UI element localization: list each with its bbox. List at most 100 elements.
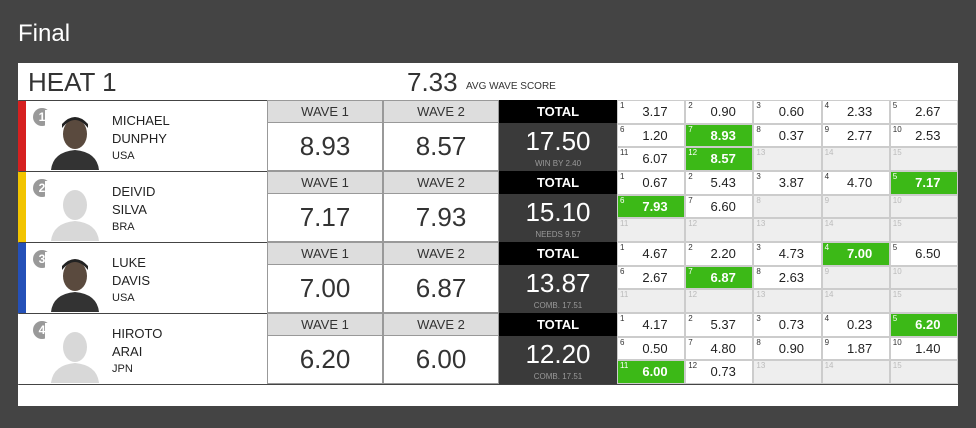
wave-number: 2 — [688, 101, 693, 110]
wave-cell — [685, 336, 754, 361]
total-body — [499, 194, 617, 242]
wave-cell — [821, 194, 890, 219]
wave-cell-score: 2.33 — [846, 104, 873, 119]
wave-cell — [889, 313, 958, 337]
wave-cell-score: 2.67 — [915, 104, 941, 119]
wave-cell-score: 7.17 — [915, 175, 941, 190]
wave-cell-score: 1.20 — [642, 127, 668, 143]
wave-number: 1 — [620, 172, 625, 181]
wave-cell-score: 0.73 — [710, 364, 736, 380]
wave-score: 6.00 — [383, 336, 499, 384]
first-name: LUKE — [112, 255, 146, 270]
wave-number: 2 — [688, 243, 693, 252]
wave-cell-score: 3.17 — [642, 104, 668, 119]
wave-cell-score: 6.50 — [915, 246, 941, 261]
wave-cell-score: 0.60 — [778, 104, 805, 119]
total-note: NEEDS 9.57 — [535, 230, 581, 239]
wave-cell-score: 0.67 — [642, 175, 668, 190]
wave-number: 12 — [688, 219, 698, 229]
wave-cell — [617, 123, 686, 148]
wave-number: 10 — [892, 124, 902, 134]
page-title: Final — [18, 20, 71, 47]
wave-cell — [821, 336, 890, 361]
wave-cell — [889, 265, 958, 290]
wave-header: WAVE 1 — [267, 100, 383, 123]
heat-name: HEAT 1 — [28, 67, 117, 97]
wave-cell — [889, 289, 958, 313]
wave-cell — [753, 313, 822, 337]
country: USA — [112, 150, 135, 162]
wave-score: 8.57 — [383, 123, 499, 171]
wave-header: WAVE 2 — [383, 171, 499, 194]
wave-cell-score: 0.37 — [778, 127, 805, 143]
first-name: HIROTO — [112, 326, 163, 341]
photo — [45, 252, 105, 312]
wave-cell — [685, 171, 754, 195]
wave-number: 4 — [824, 172, 830, 181]
wave-header: WAVE 1 — [267, 313, 383, 336]
wave-header: WAVE 1 — [267, 171, 383, 194]
wave-cell-score: 2.20 — [710, 246, 736, 261]
wave-number: 9 — [824, 337, 830, 347]
wave-number: 14 — [824, 361, 834, 371]
wave-cell-score: 0.50 — [642, 340, 668, 356]
wave-cell-score: 7.93 — [642, 198, 668, 214]
wave-header: WAVE 1 — [267, 242, 383, 265]
wave-cell-score: 0.90 — [778, 340, 805, 356]
wave-number: 8 — [756, 337, 761, 347]
wave-cell — [889, 218, 958, 242]
total-header: TOTAL — [499, 100, 617, 123]
wave-cell — [617, 194, 686, 219]
country: USA — [112, 292, 135, 304]
wave-number: 7 — [688, 124, 693, 134]
wave-number: 14 — [824, 148, 834, 158]
wave-number: 3 — [756, 101, 761, 110]
wave-cell — [617, 100, 686, 124]
wave-number: 10 — [892, 266, 902, 276]
wave-cell-score: 4.73 — [778, 246, 805, 261]
wave-cell-score: 6.20 — [915, 317, 941, 332]
color-bar — [18, 314, 26, 384]
wave-number: 3 — [756, 243, 761, 252]
total-note: WIN BY 2.40 — [534, 159, 582, 168]
wave-cell — [753, 100, 822, 124]
wave-number: 10 — [892, 195, 902, 205]
wave-cell — [685, 360, 754, 384]
photo — [45, 323, 105, 383]
wave-cell — [889, 123, 958, 148]
wave-cell — [685, 265, 754, 290]
wave-score: 7.93 — [383, 194, 499, 242]
wave-cell — [685, 289, 754, 313]
wave-cell-score: 6.87 — [710, 269, 736, 285]
wave-cell — [753, 336, 822, 361]
wave-number: 7 — [688, 337, 693, 347]
wave-cell — [617, 265, 686, 290]
wave-cell-score: 0.73 — [778, 317, 805, 332]
wave-cell — [821, 242, 890, 266]
wave-number: 11 — [620, 290, 629, 300]
wave-cell — [753, 360, 822, 384]
wave-cell-score: 6.07 — [642, 151, 668, 167]
wave-score: 6.87 — [383, 265, 499, 313]
color-bar — [18, 243, 26, 313]
wave-cell — [889, 360, 958, 384]
last-name: ARAI — [112, 344, 143, 359]
wave-cell — [821, 265, 890, 290]
total-body — [499, 336, 617, 384]
last-name: SILVA — [112, 202, 147, 217]
wave-number: 5 — [892, 243, 898, 252]
wave-cell — [685, 194, 754, 219]
wave-cell — [617, 147, 686, 171]
total-score: 15.10 — [525, 197, 591, 227]
wave-cell-score: 5.43 — [710, 175, 736, 190]
wave-cell-score: 4.67 — [642, 246, 668, 261]
last-name: DAVIS — [112, 273, 151, 288]
wave-cell — [617, 336, 686, 361]
wave-cell — [821, 360, 890, 384]
wave-number: 15 — [892, 361, 902, 371]
wave-cell — [685, 147, 754, 171]
wave-cell-score: 4.80 — [710, 340, 736, 356]
color-bar — [18, 101, 26, 171]
country: JPN — [112, 363, 133, 375]
wave-cell-score: 1.87 — [846, 340, 873, 356]
